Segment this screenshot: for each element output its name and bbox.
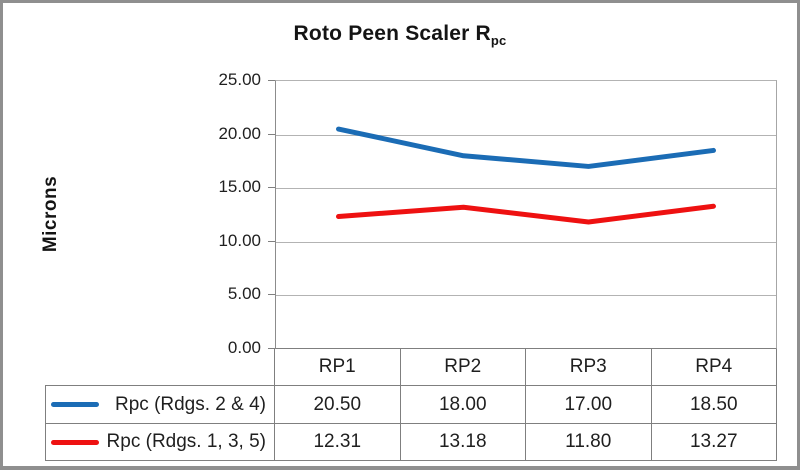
legend-label-series-1: Rpc (Rdgs. 2 & 4) — [115, 393, 266, 415]
y-axis-tick — [268, 348, 275, 349]
y-axis-tick — [268, 240, 275, 242]
plot-area — [275, 80, 777, 349]
table-value: 13.27 — [651, 424, 777, 461]
gridline — [276, 241, 776, 243]
y-tick-label: 15.00 — [218, 177, 261, 197]
chart-title-subscript: pc — [490, 33, 507, 49]
data-table: RP1 RP2 RP3 RP4 Rpc (Rdgs. 2 & 4) 20.50 … — [45, 349, 777, 461]
legend-item-series-2: Rpc (Rdgs. 1, 3, 5) — [45, 424, 275, 461]
table-value: 18.00 — [400, 386, 526, 424]
gridline — [276, 295, 776, 297]
gridline — [276, 188, 776, 190]
chart-title: Roto Peen Scaler Rpc — [3, 22, 797, 48]
legend-label-series-2: Rpc (Rdgs. 1, 3, 5) — [106, 431, 266, 452]
column-header-rp4: RP4 — [651, 349, 777, 386]
table-value: 12.31 — [275, 424, 401, 461]
table-value: 18.50 — [651, 386, 777, 424]
y-axis-ticks: 25.00 20.00 15.00 10.00 5.00 0.00 — [173, 70, 261, 357]
column-header-rp1: RP1 — [275, 349, 401, 386]
legend-line-swatch — [51, 439, 99, 445]
y-tick-label: 5.00 — [227, 284, 261, 304]
table-value: 20.50 — [275, 386, 401, 424]
y-axis-tick — [268, 294, 275, 296]
table-blank-corner — [45, 349, 275, 386]
series-line-1 — [336, 126, 716, 169]
gridline — [276, 134, 776, 136]
y-tick-label: 20.00 — [218, 123, 261, 143]
line-plot — [336, 126, 716, 225]
chart-title-main: Roto Peen Scaler R — [293, 22, 491, 45]
y-tick-label: 10.00 — [218, 230, 261, 250]
y-axis-tick — [268, 80, 275, 81]
table-value: 11.80 — [526, 424, 652, 461]
y-tick-label: 25.00 — [218, 70, 261, 89]
series-line-2 — [336, 203, 716, 225]
table-value: 13.18 — [400, 424, 526, 461]
y-axis-tick — [268, 187, 275, 189]
y-axis-tick — [268, 133, 275, 135]
table-value: 17.00 — [526, 386, 652, 424]
y-axis-tickmarks — [268, 80, 275, 349]
column-header-rp3: RP3 — [526, 349, 652, 386]
legend-item-series-1: Rpc (Rdgs. 2 & 4) — [45, 386, 275, 424]
y-tick-label: 0.00 — [227, 338, 261, 357]
legend-line-swatch — [51, 402, 99, 407]
column-header-rp2: RP2 — [400, 349, 526, 386]
y-axis-title: Microns — [40, 175, 62, 253]
